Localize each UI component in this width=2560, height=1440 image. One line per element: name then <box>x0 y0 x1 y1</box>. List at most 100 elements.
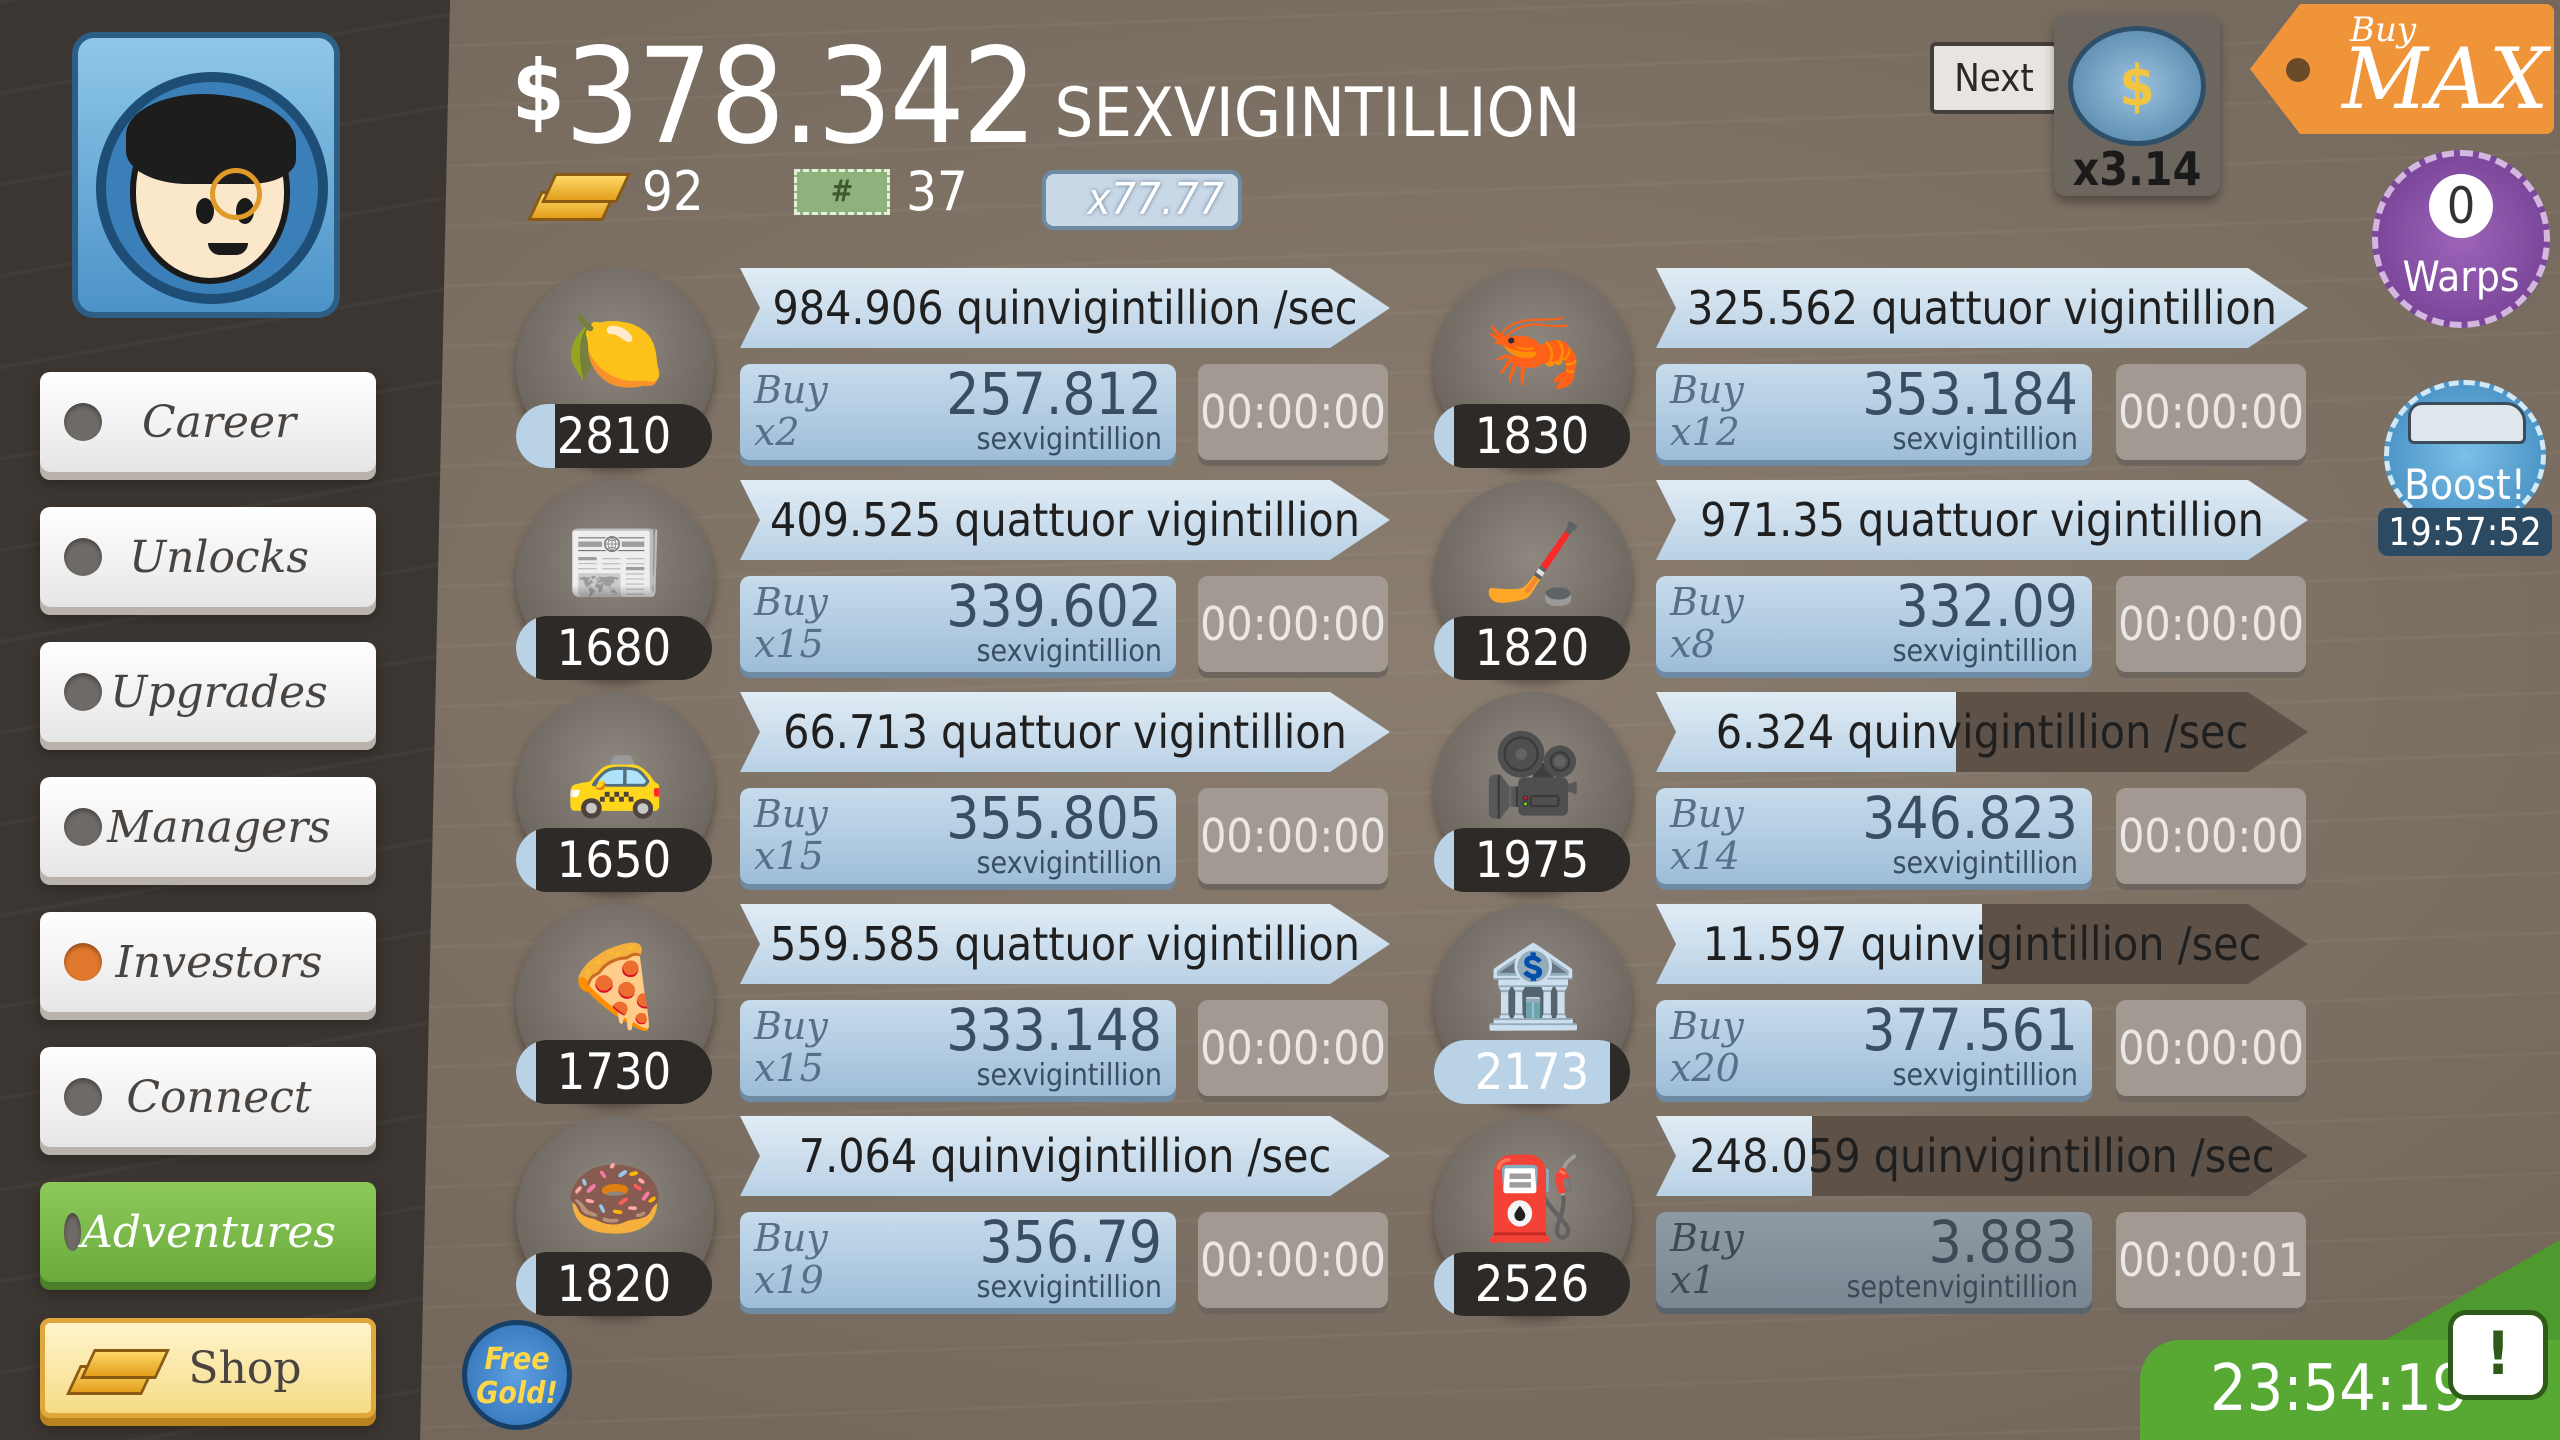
tv-ad-button[interactable]: ! <box>2448 1310 2548 1400</box>
boost-label: Boost! <box>2404 460 2526 509</box>
status-dot-icon <box>64 403 102 441</box>
owned-count-label: 1680 <box>556 619 672 677</box>
monocle-icon <box>210 168 262 220</box>
nav-unlocks-button[interactable]: Unlocks <box>40 507 376 607</box>
nav-label: Investors <box>115 936 323 988</box>
owned-progress-fill <box>516 828 536 892</box>
revenue-rate-bar[interactable]: 6.324 quinvigintillion /sec <box>1656 692 2308 772</box>
owned-progress-fill <box>516 616 536 680</box>
revenue-rate-bar[interactable]: 325.562 quattuor vigintillion /sec <box>1656 268 2308 348</box>
buy-button[interactable]: Buy x8 332.09 sexvigintillion <box>1656 572 2092 672</box>
revenue-rate-bar[interactable]: 7.064 quinvigintillion /sec <box>740 1116 1390 1196</box>
revenue-rate-bar[interactable]: 409.525 quattuor vigintillion /sec <box>740 480 1390 560</box>
ticket-multiplier: x77.77 <box>1087 174 1224 225</box>
nav-label: Managers <box>107 801 331 853</box>
buy-buy-label: Buy <box>754 368 828 412</box>
owned-progress-fill <box>516 1040 536 1104</box>
production-timer: 00:00:00 <box>2116 788 2306 884</box>
buy-cost-label: 353.184 <box>1862 360 2078 428</box>
owned-progress-fill <box>1434 616 1454 680</box>
revenue-rate-bar[interactable]: 248.059 quinvigintillion /sec <box>1656 1116 2308 1196</box>
buy-mult-label: x8 <box>1670 622 1716 666</box>
buy-buy-label: Buy <box>1670 368 1744 412</box>
buy-button[interactable]: Buy x15 339.602 sexvigintillion <box>740 572 1176 672</box>
revenue-rate-label: 559.585 quattuor vigintillion /sec <box>770 917 1360 971</box>
revenue-rate-bar[interactable]: 559.585 quattuor vigintillion /sec <box>740 904 1390 984</box>
multiplier-value: x3.14 <box>2072 142 2202 196</box>
time-machine-car-icon <box>2408 402 2526 444</box>
buy-mult-label: x2 <box>754 410 800 454</box>
buy-mult-label: x19 <box>754 1258 824 1302</box>
oil-rig-icon: ⛽ <box>1483 1152 1583 1245</box>
warps-button[interactable]: 0 Warps <box>2372 150 2550 328</box>
revenue-rate-label: 66.713 quattuor vigintillion /sec <box>783 705 1347 759</box>
status-dot-icon <box>64 1078 102 1116</box>
owned-progress-fill <box>1434 1252 1454 1316</box>
nav-label: Connect <box>126 1071 312 1123</box>
owned-count-label: 2810 <box>556 407 672 465</box>
ticket-icon: # <box>794 168 890 215</box>
buy-cost-unit-label: sexvigintillion <box>976 846 1162 881</box>
player-avatar[interactable] <box>72 32 340 318</box>
free-gold-button[interactable]: Free Gold! <box>462 1320 572 1430</box>
buy-button[interactable]: Buy x15 333.148 sexvigintillion <box>740 996 1176 1096</box>
revenue-rate-bar[interactable]: 984.906 quinvigintillion /sec <box>740 268 1390 348</box>
money-amount: 378.342 <box>564 20 1038 174</box>
buy-button[interactable]: Buy x2 257.812 sexvigintillion <box>740 360 1176 460</box>
profit-multiplier-card[interactable]: $ x3.14 <box>2054 14 2220 196</box>
owned-count: 1650 <box>516 828 712 892</box>
nav-managers-button[interactable]: Managers <box>40 777 376 877</box>
buy-button[interactable]: Buy x15 355.805 sexvigintillion <box>740 784 1176 884</box>
nav-career-button[interactable]: Career <box>40 372 376 472</box>
buy-cost-label: 355.805 <box>946 784 1162 852</box>
money-display: $378.342 SEXVIGINTILLION <box>512 20 1580 174</box>
buy-max-small-label: Buy <box>2350 10 2417 50</box>
buy-max-button[interactable]: Buy MAX <box>2250 4 2554 134</box>
buy-mult-label: x14 <box>1670 834 1740 878</box>
nav-upgrades-button[interactable]: Upgrades <box>40 642 376 742</box>
buy-button[interactable]: Buy x12 353.184 sexvigintillion <box>1656 360 2092 460</box>
buy-button[interactable]: Buy x14 346.823 sexvigintillion <box>1656 784 2092 884</box>
tv-ad-timer: 23:54:19 <box>2210 1352 2469 1426</box>
status-dot-icon <box>64 808 102 846</box>
buy-button[interactable]: Buy x19 356.79 sexvigintillion <box>740 1208 1176 1308</box>
nav-connect-button[interactable]: Connect <box>40 1047 376 1147</box>
shrimp-icon: 🦐 <box>1483 304 1583 397</box>
car-icon: 🚕 <box>565 728 665 821</box>
boost-button[interactable]: Boost! 19:57:52 <box>2378 380 2552 560</box>
owned-progress-fill <box>516 1252 536 1316</box>
revenue-rate-label: 248.059 quinvigintillion /sec <box>1689 1129 2275 1183</box>
buy-buy-label: Buy <box>754 1004 828 1048</box>
buy-buy-label: Buy <box>754 580 828 624</box>
next-button[interactable]: Next <box>1930 42 2058 114</box>
owned-progress-fill <box>516 404 556 468</box>
nav-investors-button[interactable]: Investors <box>40 912 376 1012</box>
buy-button[interactable]: Buy x20 377.561 sexvigintillion <box>1656 996 2092 1096</box>
revenue-rate-bar[interactable]: 66.713 quattuor vigintillion /sec <box>740 692 1390 772</box>
buy-cost-label: 377.561 <box>1862 996 2078 1064</box>
revenue-rate-label: 7.064 quinvigintillion /sec <box>798 1129 1332 1183</box>
eye-icon <box>196 198 214 224</box>
revenue-rate-label: 984.906 quinvigintillion /sec <box>772 281 1358 335</box>
buy-cost-unit-label: sexvigintillion <box>976 634 1162 669</box>
status-dot-icon <box>64 673 102 711</box>
buy-button[interactable]: Buy x1 3.883 septenvigintillion <box>1656 1208 2092 1308</box>
buy-cost-label: 333.148 <box>946 996 1162 1064</box>
nav-adventures-button[interactable]: Adventures <box>40 1182 376 1282</box>
owned-count: 1680 <box>516 616 712 680</box>
nav-label: Unlocks <box>129 531 309 583</box>
buy-buy-label: Buy <box>1670 1004 1744 1048</box>
production-timer: 00:00:01 <box>2116 1212 2306 1308</box>
owned-count: 2810 <box>516 404 712 468</box>
buy-cost-unit-label: sexvigintillion <box>1892 846 2078 881</box>
buy-cost-unit-label: sexvigintillion <box>1892 634 2078 669</box>
nav-shop-button[interactable]: Shop <box>40 1318 376 1418</box>
nav-label: Career <box>141 396 297 448</box>
ticket-multiplier-badge[interactable]: x77.77 <box>1042 170 1242 230</box>
buy-mult-label: x12 <box>1670 410 1740 454</box>
owned-progress-fill <box>1434 404 1454 468</box>
revenue-rate-bar[interactable]: 971.35 quattuor vigintillion /sec <box>1656 480 2308 560</box>
revenue-rate-bar[interactable]: 11.597 quinvigintillion /sec <box>1656 904 2308 984</box>
buy-cost-label: 3.883 <box>1928 1208 2078 1276</box>
buy-cost-unit-label: septenvigintillion <box>1846 1270 2078 1305</box>
